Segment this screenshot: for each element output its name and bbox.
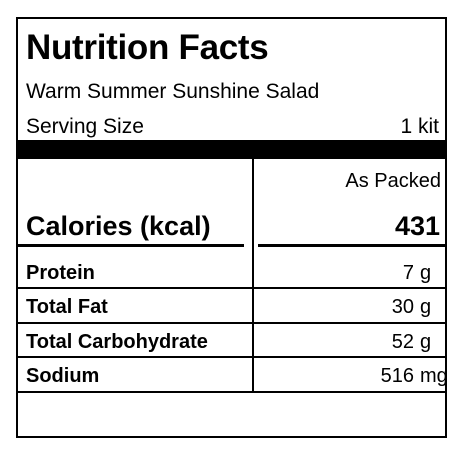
column-divider [252, 159, 254, 392]
row-divider [18, 287, 445, 289]
nutrient-value-protein: 7 [402, 262, 414, 284]
serving-size-value: 1 kit [400, 115, 439, 138]
row-divider [18, 322, 445, 324]
calories-rule-right [258, 244, 447, 247]
nutrition-facts-panel: Nutrition Facts Warm Summer Sunshine Sal… [16, 17, 448, 438]
calories-label: Calories (kcal) [26, 211, 211, 241]
nutrient-value-total-fat: 30 [391, 296, 414, 318]
calories-rule-left [18, 244, 244, 247]
nutrient-unit-sodium: mg [420, 365, 448, 387]
nutrient-unit-total-fat: g [420, 296, 432, 318]
nutrient-name-sodium: Sodium [26, 365, 100, 387]
nutrient-name-total-carbohydrate: Total Carbohydrate [26, 331, 208, 353]
nutrient-name-protein: Protein [26, 262, 95, 284]
row-divider [18, 356, 445, 358]
nutrient-unit-protein: g [420, 262, 432, 284]
serving-size-label: Serving Size [26, 115, 144, 138]
nutrient-value-sodium: 516 [380, 365, 414, 387]
nutrient-unit-total-carbohydrate: g [420, 331, 432, 353]
panel-title: Nutrition Facts [26, 28, 269, 67]
nutrient-value-total-carbohydrate: 52 [391, 331, 414, 353]
calories-value: 431 [394, 211, 440, 241]
column-header: As Packed [345, 170, 441, 192]
row-divider [18, 391, 445, 393]
nutrient-name-total-fat: Total Fat [26, 296, 108, 318]
product-name: Warm Summer Sunshine Salad [26, 80, 320, 103]
thick-divider [18, 140, 445, 159]
